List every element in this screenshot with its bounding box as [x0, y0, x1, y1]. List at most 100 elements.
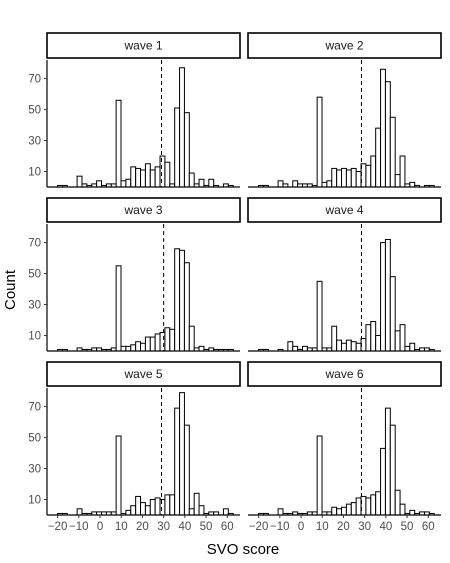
y-tick-label: 10 [28, 495, 41, 507]
histogram-bar [164, 494, 171, 516]
histogram-bar [159, 331, 166, 352]
histogram-bar [345, 503, 352, 516]
histogram-bar [144, 336, 151, 352]
facet-panel-3: wave 3 10 30 50 70 [28, 197, 241, 352]
x-tick-label: 50 [401, 521, 414, 533]
histogram-bar [355, 497, 362, 516]
histogram-bar [188, 508, 195, 516]
histogram-bar [341, 167, 347, 188]
histogram-bar [140, 169, 146, 188]
x-tick-label: −20 [249, 521, 269, 533]
histogram-bar [316, 280, 323, 352]
histogram-bar [331, 325, 338, 352]
y-axis-title: Count [2, 269, 19, 310]
histogram-bar [399, 503, 406, 516]
histogram-bar [287, 341, 294, 352]
histogram-bar [96, 180, 103, 188]
histogram-bar [350, 341, 357, 352]
histogram-bar [394, 174, 401, 188]
histogram-bar [360, 495, 367, 516]
histogram-bar [174, 407, 181, 516]
histogram-bar [125, 345, 132, 352]
histogram-bar [183, 112, 190, 188]
facet-strip-label: wave 3 [123, 203, 162, 217]
histogram-bar [154, 497, 161, 516]
histogram-bar [380, 447, 386, 516]
y-tick-label: 30 [28, 464, 41, 476]
facet-strip [46, 361, 241, 387]
facet-strip-label: wave 5 [123, 367, 162, 381]
histogram-bar [208, 178, 215, 188]
histogram-bar [183, 262, 190, 352]
histogram-bar [159, 155, 166, 188]
facet-panel-4: wave 4 [247, 197, 442, 352]
histogram-bar [76, 175, 83, 188]
facet-strip [247, 32, 442, 59]
histogram-bar [399, 155, 406, 188]
histogram-bar [188, 172, 195, 188]
histogram-bar [149, 499, 156, 516]
histogram-bar [193, 492, 200, 516]
histogram-bar [316, 96, 323, 188]
panels-layer: wave 1 10 30 50 70 wave 2 wave 3 10 30 50 70 wave 4… [28, 32, 442, 533]
x-tick-label: 10 [316, 521, 329, 533]
histogram-bar [130, 166, 137, 188]
histogram-bar [375, 335, 382, 352]
histogram-bar [169, 494, 176, 516]
y-tick-label: 70 [28, 238, 41, 250]
x-tick-label: 50 [200, 521, 213, 533]
histogram-bar [331, 167, 338, 188]
histogram-bar [399, 324, 406, 352]
histogram-bar [174, 248, 181, 352]
y-tick-label: 50 [28, 269, 41, 281]
histogram-bar [350, 167, 357, 188]
histogram-bar [375, 491, 382, 516]
histogram-bar [365, 164, 372, 188]
histogram-bar [316, 435, 323, 516]
histogram-bar [370, 321, 377, 352]
y-tick-label: 50 [28, 105, 41, 117]
histogram-bar [183, 424, 190, 516]
x-tick-label: 40 [178, 521, 191, 533]
x-tick-label: 0 [298, 521, 304, 533]
histogram-bar [370, 155, 377, 188]
histogram-bar [384, 81, 391, 188]
facet-strip-label: wave 4 [324, 203, 363, 217]
x-tick-label: 0 [97, 521, 103, 533]
histogram-bar [198, 345, 205, 352]
histogram-bar [350, 502, 357, 516]
histogram-bar [292, 180, 299, 188]
x-tick-label: 30 [358, 521, 371, 533]
histogram-bar [120, 180, 127, 188]
histogram-bar [140, 502, 146, 516]
x-axis-title: SVO score [207, 541, 280, 558]
x-tick-label: −20 [48, 521, 68, 533]
histogram-bar [380, 68, 386, 188]
histogram-bar [365, 497, 372, 516]
histogram-bar [135, 167, 142, 188]
histogram-bar [384, 238, 391, 352]
x-tick-label: 60 [221, 521, 234, 533]
x-tick-label: 10 [115, 521, 128, 533]
histogram-bar [336, 339, 343, 352]
histogram-bar [179, 249, 185, 352]
histogram-bar [370, 494, 377, 516]
facet-panel-2: wave 2 [247, 32, 442, 188]
histogram-bar [135, 341, 142, 352]
histogram-bar [409, 181, 416, 188]
histogram-bar [198, 178, 205, 188]
histogram-bar [125, 509, 132, 516]
histogram-bar [140, 342, 146, 352]
histogram-bar [345, 339, 352, 352]
facet-panel-6: wave 6 −20 −10 0 10 20 30 40 50 60 [247, 361, 442, 533]
histogram-bar [277, 508, 284, 516]
histogram-bar [76, 508, 83, 516]
histogram-bar [120, 345, 127, 352]
histogram-bar [159, 499, 166, 516]
histogram-bar [365, 324, 372, 352]
histogram-bar [188, 325, 195, 352]
histogram-bar [115, 99, 122, 188]
histogram-bar [380, 242, 386, 352]
y-tick-label: 50 [28, 433, 41, 445]
